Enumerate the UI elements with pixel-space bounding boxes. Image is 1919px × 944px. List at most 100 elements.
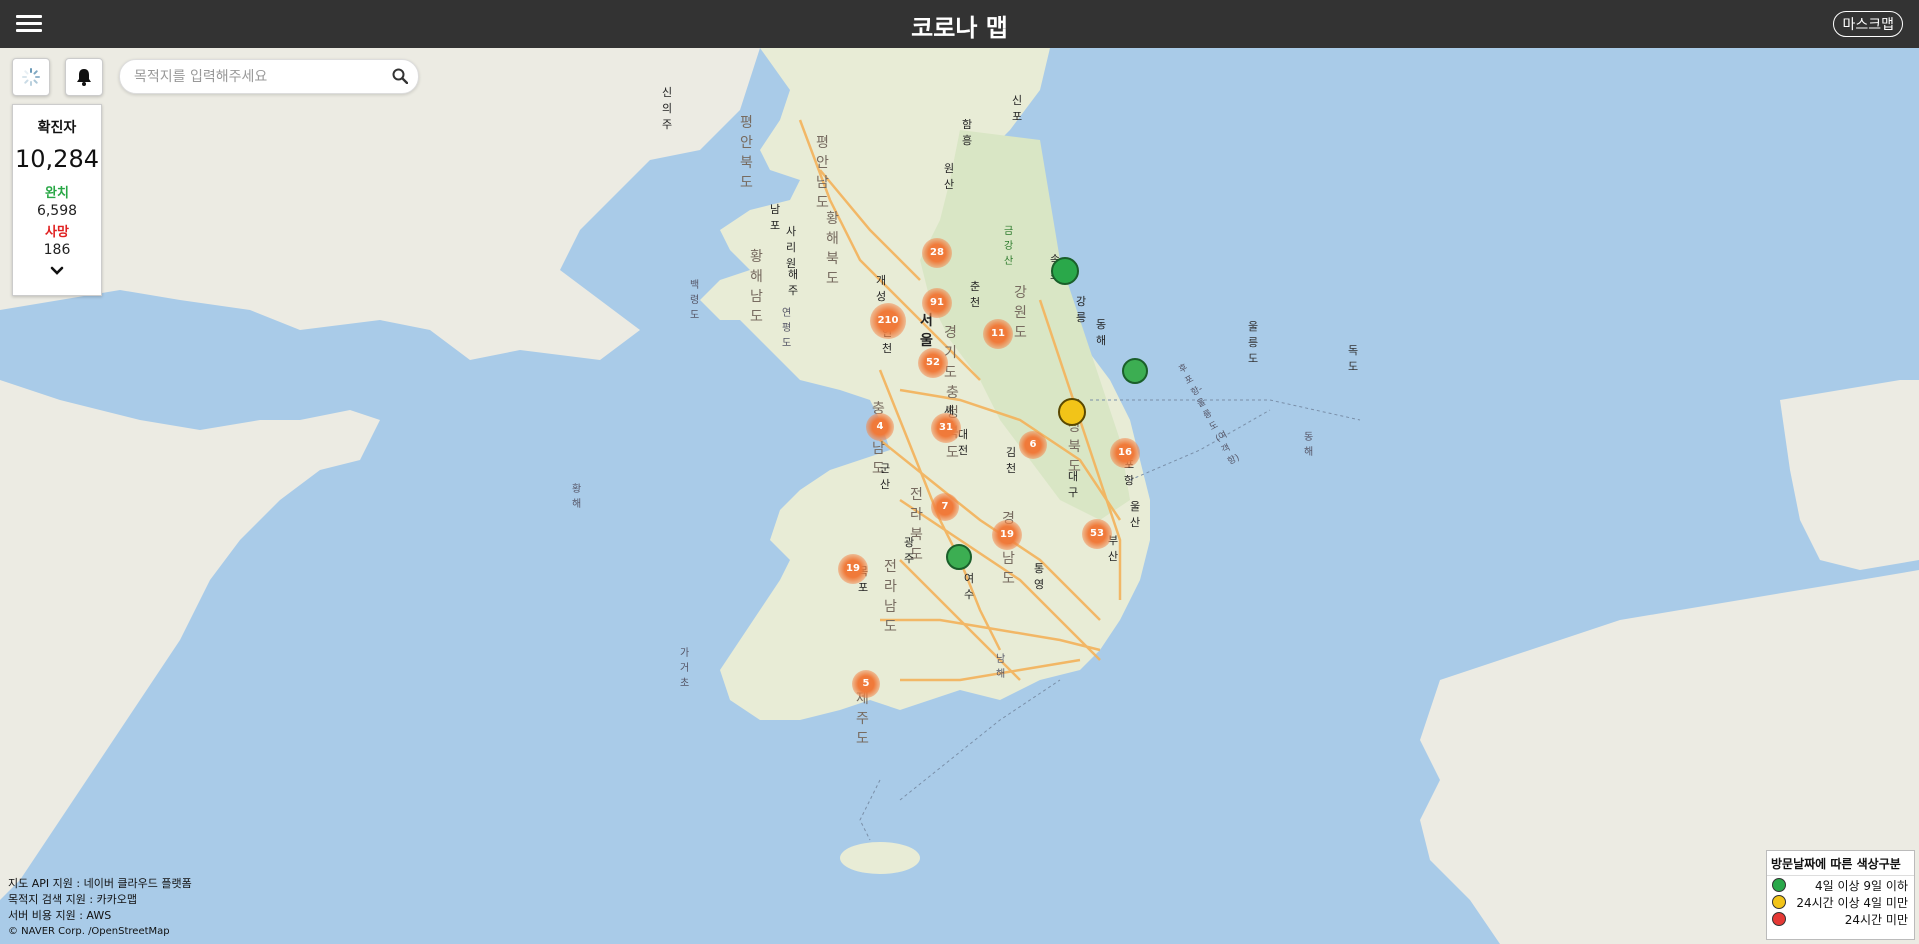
credit-line[interactable]: © NAVER Corp. /OpenStreetMap [8, 926, 170, 937]
expand-button[interactable] [13, 261, 101, 280]
cluster-count: 6 [1029, 439, 1037, 450]
refresh-button[interactable] [12, 58, 50, 96]
label-pyeongan-s: 평안남도 [816, 135, 829, 211]
cluster-count: 16 [1118, 447, 1132, 458]
hamburger-menu-icon[interactable] [16, 12, 42, 34]
legend-dot-red [1772, 912, 1786, 926]
cluster-count: 19 [1000, 529, 1014, 540]
status-marker-green[interactable] [1122, 358, 1148, 384]
cluster-count: 210 [877, 315, 899, 326]
label-geumgangsan: 금강산 [1004, 226, 1014, 267]
label-gimcheon: 김천 [1006, 446, 1017, 475]
confirmed-label: 확진자 [37, 120, 77, 136]
cluster-count: 5 [862, 678, 870, 689]
label-kaesong: 개성 [876, 274, 887, 303]
cluster-marker[interactable]: 5 [852, 670, 880, 698]
label-gangneung: 강릉 [1076, 295, 1087, 324]
label-hwanghae-n: 황해북도 [826, 211, 839, 287]
label-jeonnam: 전라남도 [884, 559, 897, 635]
cluster-count: 53 [1090, 528, 1104, 539]
label-dokdo: 독도 [1348, 344, 1359, 373]
label-yellow-sea: 황해 [572, 484, 582, 510]
label-yeosu: 여수 [964, 572, 975, 601]
label-ulleungdo: 울릉도 [1248, 320, 1259, 365]
cluster-count: 4 [876, 421, 884, 432]
label-gwangju: 광주 [904, 536, 915, 565]
map-canvas[interactable] [0, 48, 1919, 944]
cluster-marker[interactable]: 7 [931, 493, 959, 521]
credits: 지도 API 지원 : 네이버 클라우드 플랫폼 목적지 검색 지원 : 카카오… [8, 876, 192, 940]
label-gyeonggi: 경기도 [944, 325, 957, 381]
cluster-count: 11 [991, 328, 1005, 339]
legend-item: 24시간 이상 4일 미만 [1767, 893, 1914, 910]
mask-map-button[interactable]: 마스크맵 [1833, 11, 1903, 37]
legend-dot-yellow [1772, 895, 1786, 909]
cluster-count: 91 [930, 297, 944, 308]
label-sariwon: 사리원 [786, 225, 797, 270]
label-chuncheon: 춘천 [970, 280, 981, 309]
cluster-count: 19 [846, 563, 860, 574]
status-marker-green[interactable] [1051, 257, 1079, 285]
label-gageodo: 가거초 [680, 648, 690, 689]
cluster-marker[interactable]: 210 [870, 303, 906, 339]
label-wonsan: 원산 [944, 162, 955, 191]
status-marker-green[interactable] [946, 544, 972, 570]
cluster-count: 31 [939, 422, 953, 433]
credit-line: 목적지 검색 지원 : 카카오맵 [8, 893, 138, 906]
label-donghae: 동해 [1096, 318, 1107, 347]
cluster-marker[interactable]: 6 [1019, 431, 1047, 459]
top-bar: 코로나 맵 마스크맵 [0, 0, 1919, 48]
legend-dot-green [1772, 878, 1786, 892]
stats-panel: 확진자 10,284 완치 6,598 사망 186 [12, 104, 102, 296]
label-ulsan: 울산 [1130, 500, 1141, 529]
label-pyeongan-n: 평안북도 [740, 115, 753, 191]
color-legend: 방문날짜에 따른 색상구분 4일 이상 9일 이하 24시간 이상 4일 미만 … [1766, 850, 1915, 940]
label-daejeon: 대전 [958, 428, 969, 457]
label-baengnyeongdo: 백령도 [690, 280, 700, 321]
recovered-label: 완치 [45, 186, 69, 201]
cluster-marker[interactable]: 52 [918, 348, 948, 378]
loading-spinner-icon [22, 68, 40, 86]
app-title: 코로나 맵 [911, 14, 1008, 42]
label-gunsan: 군산 [880, 462, 891, 491]
label-sinpo: 신포 [1012, 94, 1023, 123]
cluster-marker[interactable]: 31 [931, 413, 961, 443]
legend-label: 24시간 이상 4일 미만 [1796, 896, 1908, 910]
label-busan: 부산 [1108, 534, 1119, 563]
legend-label: 4일 이상 9일 이하 [1815, 879, 1908, 893]
cluster-marker[interactable]: 16 [1110, 438, 1140, 468]
death-value: 186 [43, 242, 71, 258]
label-daegu: 대구 [1068, 470, 1079, 499]
cluster-marker[interactable]: 19 [992, 520, 1022, 550]
notification-button[interactable] [65, 58, 103, 96]
cluster-marker[interactable]: 28 [922, 238, 952, 268]
label-seoul: 서울 [920, 313, 933, 349]
cluster-count: 28 [930, 247, 944, 258]
cluster-count: 52 [926, 357, 940, 368]
legend-label: 24시간 미만 [1844, 913, 1908, 927]
credit-line: 서버 비용 지원 : AWS [8, 909, 112, 922]
label-jeonbuk: 전라북도 [910, 487, 923, 563]
legend-item: 24시간 미만 [1767, 910, 1914, 927]
search-input[interactable] [132, 66, 376, 88]
cluster-marker[interactable]: 53 [1082, 519, 1112, 549]
cluster-marker[interactable]: 11 [983, 319, 1013, 349]
map-view[interactable]: 평안북도 평안남도 신의주 함흥 신포 원산 황해북도 남포 사리원 황해남도 … [0, 48, 1919, 944]
chevron-down-icon [50, 266, 64, 275]
bell-icon [77, 69, 91, 86]
label-haeju: 해주 [788, 268, 799, 297]
label-east-sea: 동해 [1304, 432, 1314, 458]
label-gangwon: 강원도 [1014, 285, 1027, 341]
label-south-sea: 남해 [996, 654, 1006, 680]
cluster-marker[interactable]: 91 [922, 288, 952, 318]
search-icon[interactable] [392, 68, 408, 84]
label-nampo: 남포 [770, 203, 781, 232]
cluster-marker[interactable]: 19 [838, 554, 868, 584]
recovered-value: 6,598 [36, 203, 78, 219]
cluster-marker[interactable]: 4 [866, 413, 894, 441]
label-hwanghae-s: 황해남도 [750, 249, 763, 325]
status-marker-yellow[interactable] [1058, 398, 1086, 426]
confirmed-value: 10,284 [15, 145, 99, 173]
label-hamheung: 함흥 [962, 118, 973, 147]
label-yeonpyeongdo: 연평도 [782, 308, 792, 349]
